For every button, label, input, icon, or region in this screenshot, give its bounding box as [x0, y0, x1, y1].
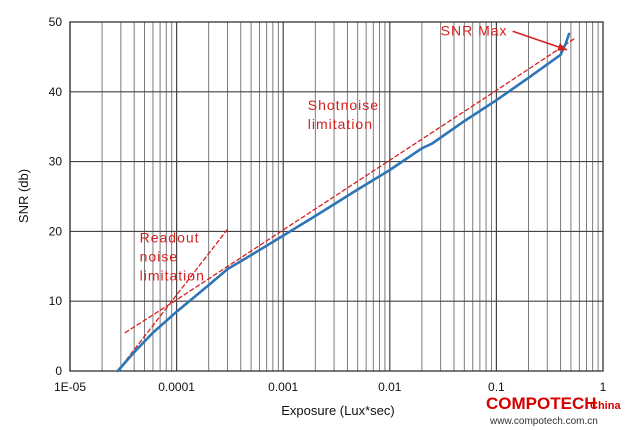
- plot-frame: [69, 21, 604, 372]
- plot-border: [69, 21, 604, 372]
- watermark-brand: COMPOTECH: [486, 394, 597, 413]
- x-tick-labels: 1E-05 0.0001 0.001 0.01 0.1 1: [54, 380, 607, 394]
- x-tick-label: 0.01: [378, 380, 402, 394]
- y-tick-label: 20: [49, 224, 63, 238]
- annotation-text: SNR Max: [441, 22, 508, 38]
- x-tick-label: 0.1: [488, 380, 505, 394]
- y-tick-label: 50: [49, 15, 63, 29]
- watermark: COMPOTECH China www.compotech.com.cn: [486, 394, 621, 427]
- annotation-text: limitation: [308, 116, 373, 132]
- snr-curve: [116, 32, 571, 373]
- x-tick-label: 0.001: [268, 380, 298, 394]
- annotation-text: Shotnoise: [308, 97, 379, 113]
- annotations: SNR Max Shotnoise limitation Readout noise li…: [140, 22, 568, 284]
- x-tick-label: 1E-05: [54, 380, 86, 394]
- dashed-fit-line: [124, 37, 576, 334]
- watermark-url: www.compotech.com.cn: [489, 416, 598, 427]
- y-tick-label: 10: [49, 294, 63, 308]
- y-tick-label: 0: [55, 364, 62, 378]
- watermark-suffix: China: [590, 400, 621, 412]
- x-axis-label: Exposure (Lux*sec): [281, 403, 394, 418]
- annotation-arrow-line: [512, 30, 568, 51]
- series-layer: [116, 32, 576, 373]
- annotation-text: limitation: [140, 268, 205, 284]
- annotation-text: Readout: [140, 230, 200, 246]
- annotation-arrowhead: [557, 43, 568, 51]
- x-tick-label: 1: [600, 380, 607, 394]
- dashed-fit-line: [117, 228, 229, 372]
- y-tick-labels: 0 10 20 30 40 50: [49, 15, 63, 378]
- y-tick-label: 40: [49, 85, 63, 99]
- grid-lines: [69, 21, 603, 372]
- y-axis-label: SNR (db): [16, 169, 31, 223]
- x-tick-label: 0.0001: [158, 380, 195, 394]
- y-tick-label: 30: [49, 155, 63, 169]
- annotation-text: noise: [140, 249, 178, 265]
